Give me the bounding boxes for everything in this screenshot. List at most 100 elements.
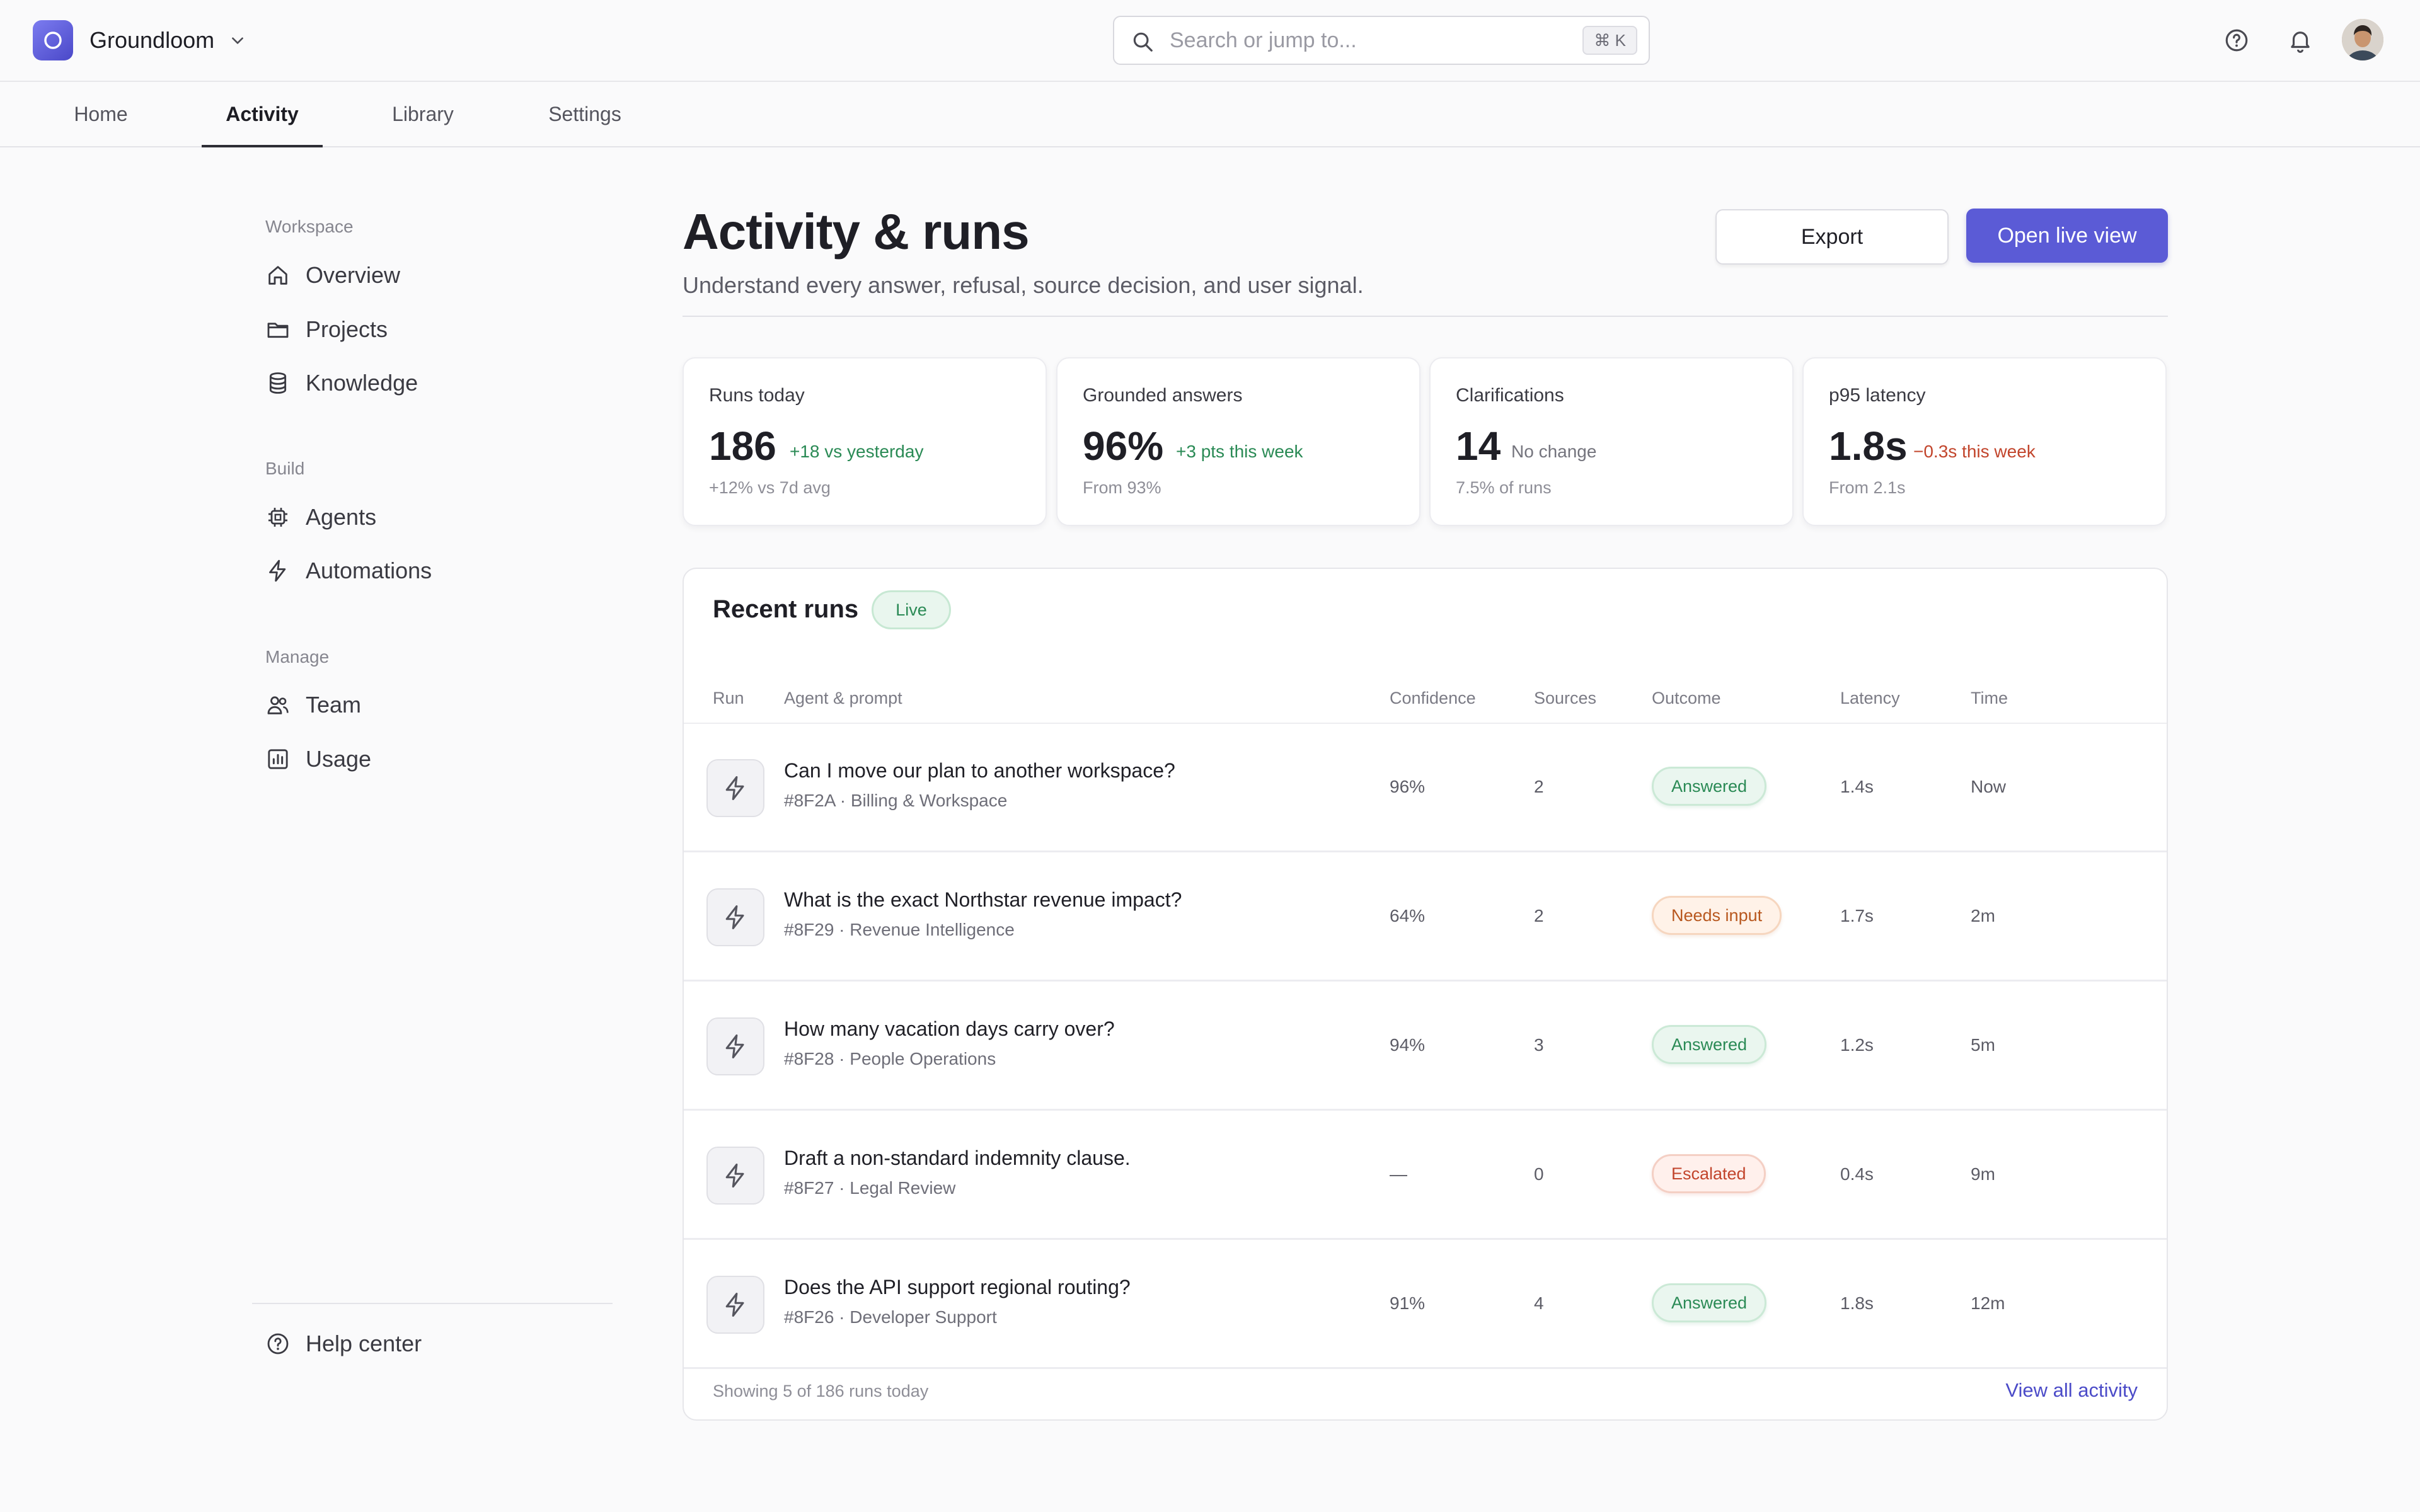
table-row[interactable]: Draft a non-standard indemnity clause. #… (684, 1111, 2167, 1240)
run-confidence: 94% (1390, 1035, 1426, 1055)
outcome-badge: Answered (1652, 767, 1767, 806)
run-question[interactable]: How many vacation days carry over? (784, 1017, 1115, 1040)
tab-library[interactable]: Library (392, 103, 454, 125)
stat-card-p95-latency: p95 latency 1.8s −0.3s this week From 2.… (1802, 357, 2167, 526)
app-name: Groundloom (89, 27, 215, 53)
run-latency: 1.7s (1840, 906, 1874, 925)
chevron-down-icon (229, 32, 246, 49)
sidebar-group-workspace: Workspace (265, 217, 354, 236)
bolt-icon (706, 888, 764, 946)
shortcut-hint: ⌘ K (1582, 26, 1637, 55)
team-icon (265, 692, 293, 718)
table-row[interactable]: How many vacation days carry over? #8F28… (684, 982, 2167, 1111)
stat-delta: −0.3s this week (1913, 442, 2036, 461)
search-input[interactable] (1170, 17, 1548, 64)
run-confidence: — (1390, 1164, 1407, 1184)
run-confidence: 91% (1390, 1293, 1426, 1313)
section-title: Recent runs (713, 595, 859, 623)
stat-value: 1.8s (1829, 423, 1908, 469)
bolt-icon (706, 1147, 764, 1205)
stat-footnote: From 2.1s (1829, 478, 1906, 497)
run-question[interactable]: Does the API support regional routing? (784, 1276, 1131, 1298)
recent-runs-panel: Recent runs Live Run Agent & prompt Conf… (683, 568, 2168, 1421)
folder-icon (265, 317, 293, 342)
run-time: 12m (1971, 1293, 2005, 1313)
home-icon (265, 263, 293, 288)
run-confidence: 64% (1390, 906, 1426, 925)
search-bar[interactable]: ⌘ K (1113, 16, 1650, 65)
stat-card-grounded-answers: Grounded answers 96% +3 pts this week Fr… (1056, 357, 1420, 526)
run-time: 9m (1971, 1164, 1995, 1184)
bolt-icon (706, 759, 764, 817)
sidebar-item-overview[interactable]: Overview (265, 256, 400, 294)
sidebar-item-automations[interactable]: Automations (265, 552, 432, 590)
sidebar-item-usage[interactable]: Usage (265, 740, 371, 778)
avatar[interactable] (2342, 19, 2383, 60)
bolt-icon (706, 1276, 764, 1334)
bell-icon[interactable] (2285, 25, 2315, 55)
stat-value: 186 (709, 423, 776, 469)
outcome-badge: Needs input (1652, 896, 1782, 935)
table-row[interactable]: Does the API support regional routing? #… (684, 1240, 2167, 1369)
chip-icon (265, 505, 293, 530)
stat-delta: +18 vs yesterday (790, 442, 924, 461)
chart-icon (265, 747, 293, 772)
sidebar-item-label: Overview (306, 262, 401, 288)
column-header-run[interactable]: Run (713, 689, 744, 707)
run-question[interactable]: Draft a non-standard indemnity clause. (784, 1147, 1131, 1169)
open-live-view-button[interactable]: Open live view (1966, 209, 2168, 263)
sidebar-item-projects[interactable]: Projects (265, 311, 388, 348)
live-badge: Live (872, 590, 951, 629)
sidebar-item-agents[interactable]: Agents (265, 498, 376, 536)
header-divider (683, 316, 2168, 317)
tab-settings[interactable]: Settings (548, 103, 621, 125)
column-header-sources[interactable]: Sources (1534, 689, 1597, 707)
stat-label: Runs today (709, 385, 805, 406)
sidebar-item-team[interactable]: Team (265, 686, 361, 724)
run-meta: #8F27 · Legal Review (784, 1178, 956, 1198)
run-sources: 2 (1534, 906, 1544, 925)
run-question[interactable]: What is the exact Northstar revenue impa… (784, 888, 1182, 911)
column-header-agent-prompt[interactable]: Agent & prompt (784, 689, 902, 707)
stat-value: 14 (1456, 423, 1501, 469)
run-meta: #8F29 · Revenue Intelligence (784, 920, 1015, 939)
sidebar-divider (252, 1303, 613, 1304)
sidebar-item-label: Usage (306, 746, 372, 772)
run-latency: 0.4s (1840, 1164, 1874, 1184)
column-header-outcome[interactable]: Outcome (1652, 689, 1721, 707)
run-sources: 4 (1534, 1293, 1544, 1313)
run-latency: 1.8s (1840, 1293, 1874, 1313)
help-circle-icon (265, 1331, 293, 1356)
export-button[interactable]: Export (1715, 209, 1949, 265)
sidebar-item-help-center[interactable]: Help center (265, 1325, 422, 1363)
column-header-time[interactable]: Time (1971, 689, 2008, 707)
stat-delta: No change (1511, 442, 1597, 461)
page-title: Activity & runs (683, 203, 1030, 260)
outcome-badge: Answered (1652, 1283, 1767, 1322)
column-header-latency[interactable]: Latency (1840, 689, 1900, 707)
run-sources: 2 (1534, 777, 1544, 796)
workspace-switcher[interactable]: Groundloom (33, 20, 246, 60)
top-bar: Groundloom ⌘ K (0, 0, 2420, 82)
stat-card-clarifications: Clarifications 14 No change 7.5% of runs (1429, 357, 1794, 526)
run-sources: 3 (1534, 1035, 1544, 1055)
run-confidence: 96% (1390, 777, 1426, 796)
run-latency: 1.2s (1840, 1035, 1874, 1055)
run-meta: #8F28 · People Operations (784, 1049, 996, 1068)
header-divider (684, 723, 2167, 724)
stat-footnote: 7.5% of runs (1456, 478, 1552, 497)
sidebar-item-knowledge[interactable]: Knowledge (265, 364, 418, 402)
stat-footnote: +12% vs 7d avg (709, 478, 831, 497)
app-logo (33, 20, 73, 60)
tab-home[interactable]: Home (74, 103, 128, 125)
tab-activity[interactable]: Activity (202, 82, 323, 147)
bolt-icon (706, 1017, 764, 1075)
run-question[interactable]: Can I move our plan to another workspace… (784, 759, 1175, 782)
table-row[interactable]: What is the exact Northstar revenue impa… (684, 853, 2167, 982)
bolt-icon (265, 558, 293, 583)
help-icon[interactable] (2221, 25, 2252, 55)
column-header-confidence[interactable]: Confidence (1390, 689, 1476, 707)
outcome-badge: Escalated (1652, 1154, 1766, 1193)
view-all-activity-link[interactable]: View all activity (2005, 1379, 2138, 1401)
table-row[interactable]: Can I move our plan to another workspace… (684, 724, 2167, 852)
